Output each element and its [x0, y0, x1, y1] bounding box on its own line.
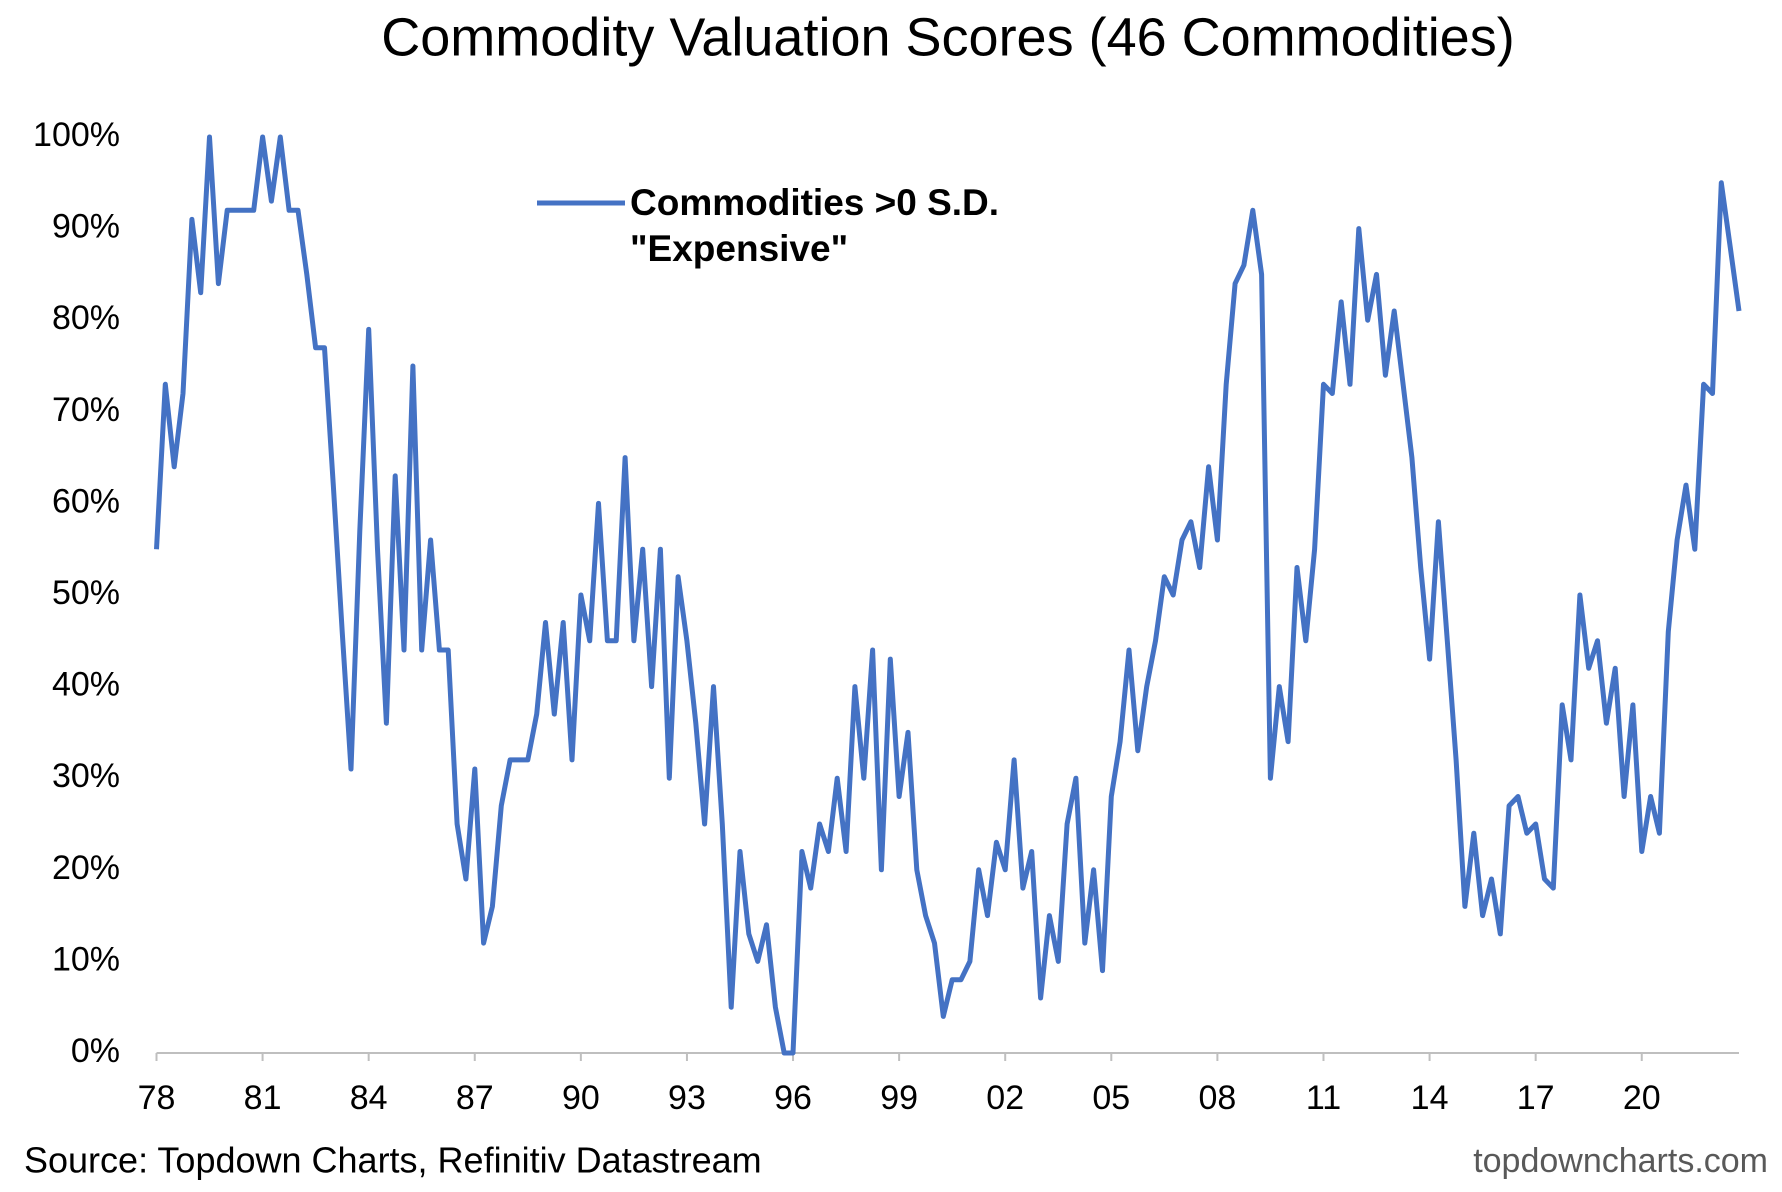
x-tick-label: 99 [880, 1079, 918, 1117]
y-tick-label: 10% [52, 940, 120, 978]
x-tick-label: 93 [668, 1079, 706, 1117]
x-tick-label: 05 [1092, 1079, 1130, 1117]
x-tick-label: 02 [986, 1079, 1024, 1117]
y-tick-label: 70% [52, 391, 120, 429]
y-tick-label: 100% [33, 116, 120, 154]
legend-label: Commodities >0 S.D. "Expensive" [630, 182, 1000, 269]
y-tick-label: 80% [52, 299, 120, 337]
y-tick-label: 90% [52, 208, 120, 246]
x-tick-label: 11 [1306, 1079, 1341, 1117]
x-tick-label: 84 [350, 1079, 388, 1117]
y-tick-label: 60% [52, 482, 120, 520]
y-tick-label: 40% [52, 666, 120, 704]
chart-title: Commodity Valuation Scores (46 Commoditi… [381, 7, 1514, 67]
x-tick-label: 81 [244, 1079, 282, 1117]
y-tick-label: 0% [71, 1032, 120, 1070]
y-tick-label: 50% [52, 574, 120, 612]
x-tick-label: 90 [562, 1079, 600, 1117]
x-tick-label: 20 [1623, 1079, 1661, 1117]
source-note: Source: Topdown Charts, Refinitiv Datast… [24, 1140, 762, 1181]
x-tick-label: 14 [1411, 1079, 1449, 1117]
y-tick-label: 20% [52, 849, 120, 887]
x-tick-label: 96 [774, 1079, 812, 1117]
y-tick-label: 30% [52, 757, 120, 795]
watermark: topdowncharts.com [1473, 1142, 1768, 1180]
x-tick-label: 17 [1517, 1079, 1555, 1117]
x-tick-label: 08 [1198, 1079, 1236, 1117]
x-tick-label: 87 [456, 1079, 494, 1117]
x-tick-label: 78 [138, 1079, 176, 1117]
data-line [154, 134, 1742, 1056]
